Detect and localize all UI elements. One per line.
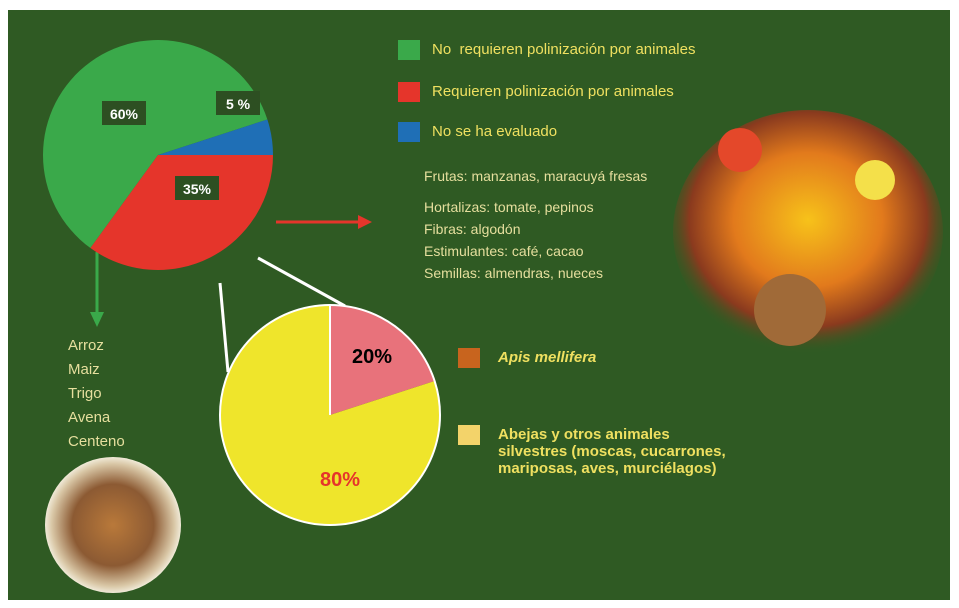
legend-label: Abejas y otros animales silvestres (mosc… [498,426,738,477]
crop-list-item: Fibras: algodón [424,219,689,240]
crop-list-item: Arroz [68,337,104,354]
legend-swatch [458,348,480,368]
crop-list-item: Centeno [68,433,125,450]
legend-swatch [458,425,480,445]
crop-list-item: Frutas: manzanas, maracuyá fresas [424,166,689,187]
legend-swatch [398,82,420,102]
value-label: 20% [352,346,392,368]
legend-swatch [398,122,420,142]
value-label: 60% [110,106,139,122]
legend-label: Requieren polinización por animales [432,83,832,100]
crop-list-item: Semillas: almendras, nueces [424,263,689,284]
infographic: 60% 35% 5 % 20% 80% No requieren polinizació… [0,0,959,608]
crop-list-item: Maiz [68,361,100,378]
value-label: 35% [183,181,212,197]
legend-swatch [398,40,420,60]
value-label: 5 % [226,96,251,112]
fruit-image [855,160,895,200]
crop-list-item: Avena [68,409,110,426]
nut-image [754,274,826,346]
legend-label: No requieren polinización por animales [432,41,832,58]
crop-list-item: Hortalizas: tomate, pepinos [424,197,689,218]
legend-label: No se ha evaluado [432,123,832,140]
crop-list-item: Estimulantes: café, cacao [424,241,689,262]
legend-label: Apis mellifera [498,349,738,366]
value-label: 80% [320,469,360,491]
grain-image [45,457,181,593]
crop-list-item: Trigo [68,385,102,402]
